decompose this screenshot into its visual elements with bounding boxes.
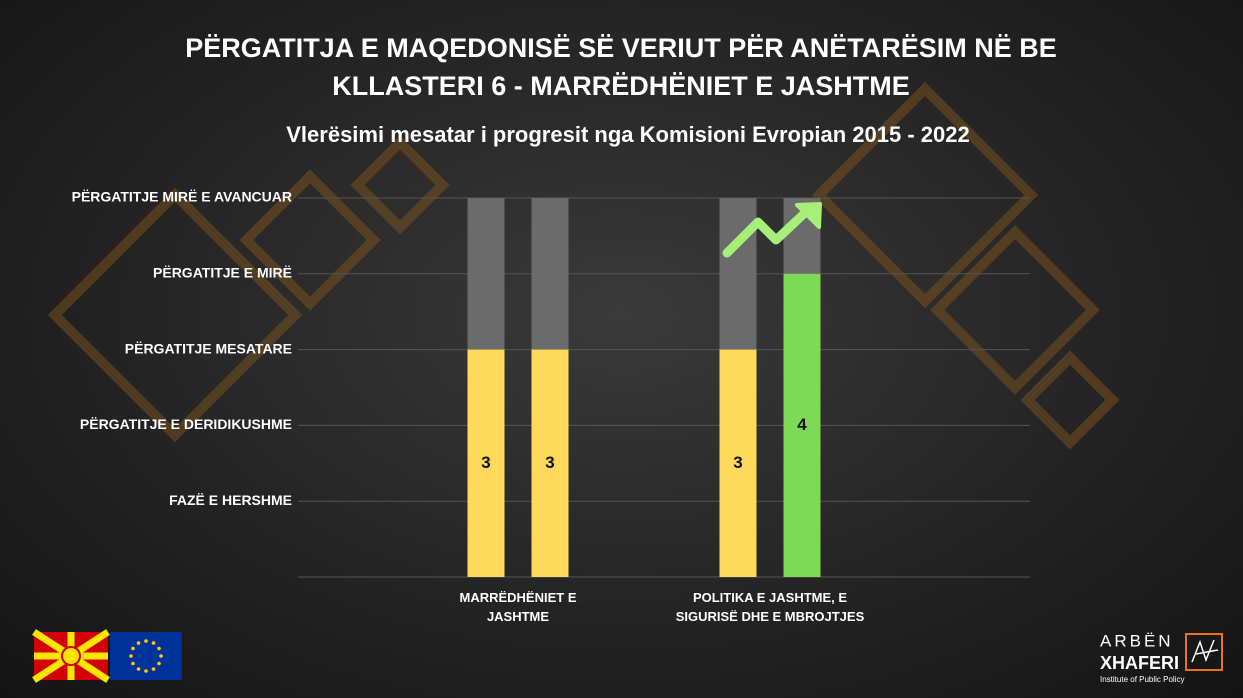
flag-eu: [110, 632, 182, 680]
bar: [719, 349, 757, 577]
title-line: KLLASTERI 6 - MARRËDHËNIET E JASHTME: [332, 71, 910, 101]
star: [151, 667, 156, 671]
logo-last: XHAFERI: [1100, 653, 1179, 673]
star: [157, 646, 161, 651]
star: [151, 641, 156, 645]
y-tick-label: PËRGATITJE E MIRË: [153, 265, 292, 281]
bar: [531, 349, 569, 577]
title-line: PËRGATITJA E MAQEDONISË SË VERIUT PËR AN…: [185, 33, 1057, 63]
logo-first: ARBËN: [1100, 631, 1174, 650]
value-label: 3: [733, 453, 742, 472]
y-tick-label: PËRGATITJE E DERIDIKUSHME: [80, 416, 292, 432]
value-label: 4: [797, 415, 807, 434]
star: [159, 654, 163, 658]
star: [136, 641, 141, 645]
star: [131, 646, 135, 651]
star: [131, 661, 135, 666]
value-label: 3: [545, 453, 554, 472]
flag-mk: [32, 629, 110, 683]
x-tick-label: MARRËDHËNIET E JASHTME: [459, 590, 577, 624]
y-tick-label: PËRGATITJE MIRË E AVANCUAR: [72, 189, 292, 205]
y-tick-label: FAZË E HERSHME: [169, 492, 292, 508]
star: [129, 654, 133, 658]
logo-tagline: Institute of Public Policy: [1100, 675, 1184, 684]
bar: [467, 349, 505, 577]
subtitle: Vlerësimi mesatar i progresit nga Komisi…: [286, 122, 970, 147]
value-label: 3: [481, 453, 490, 472]
star: [144, 669, 148, 673]
star: [157, 661, 161, 666]
decor: [47, 81, 1120, 450]
plot: FAZË E HERSHME PËRGATITJE E DERIDIKUSHME P…: [72, 189, 1030, 578]
trend-arrow: [722, 202, 822, 258]
bar: [783, 273, 821, 577]
logo: ARBËN XHAFERI Institute of Public Policy: [1100, 631, 1223, 684]
star: [144, 639, 148, 643]
y-tick-label: PËRGATITJE MESATARE: [125, 340, 292, 356]
star: [136, 667, 141, 671]
x-tick-label: POLITIKA E JASHTME, E SIGURISË DHE E MBR…: [675, 590, 865, 624]
